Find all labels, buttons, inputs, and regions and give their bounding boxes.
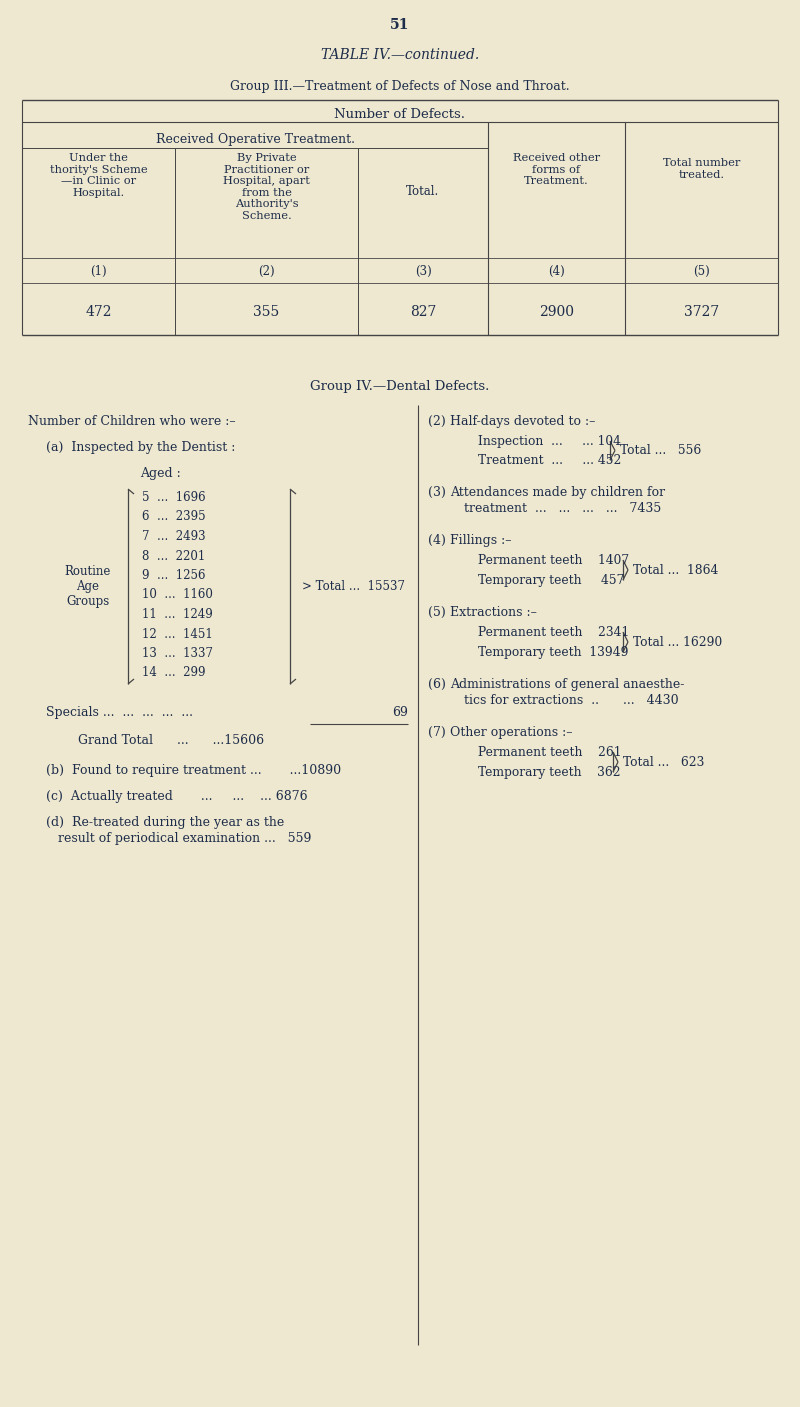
Text: (c)  Actually treated       ...     ...    ... 6876: (c) Actually treated ... ... ... 6876 [46, 789, 308, 803]
Text: 8  ...  2201: 8 ... 2201 [142, 550, 206, 563]
Text: 2900: 2900 [539, 305, 574, 319]
Text: (1): (1) [90, 265, 107, 279]
Text: Under the
thority's Scheme
—in Clinic or
Hospital.: Under the thority's Scheme —in Clinic or… [50, 153, 147, 198]
Text: (4): (4) [548, 265, 565, 279]
Text: 11  ...  1249: 11 ... 1249 [142, 608, 213, 620]
Text: 69: 69 [392, 706, 408, 719]
Text: Specials ...  ...  ...  ...  ...: Specials ... ... ... ... ... [46, 706, 193, 719]
Text: 10  ...  1160: 10 ... 1160 [142, 588, 213, 602]
Text: Treatment  ...     ... 452: Treatment ... ... 452 [478, 454, 622, 467]
Text: Number of Children who were :–: Number of Children who were :– [28, 415, 236, 428]
Text: Permanent teeth    2341: Permanent teeth 2341 [478, 626, 630, 639]
Text: Total ... 16290: Total ... 16290 [633, 636, 722, 649]
Text: Fillings :–: Fillings :– [450, 535, 511, 547]
Text: Other operations :–: Other operations :– [450, 726, 573, 739]
Text: Total.: Total. [406, 184, 440, 198]
Text: treatment  ...   ...   ...   ...   7435: treatment ... ... ... ... 7435 [464, 502, 662, 515]
Text: Temporary teeth    362: Temporary teeth 362 [478, 765, 621, 779]
Text: 3727: 3727 [684, 305, 719, 319]
Text: result of periodical examination ...   559: result of periodical examination ... 559 [58, 832, 311, 846]
Text: 13  ...  1337: 13 ... 1337 [142, 647, 213, 660]
Text: Extractions :–: Extractions :– [450, 606, 537, 619]
Text: By Private
Practitioner or
Hospital, apart
from the
Authority's
Scheme.: By Private Practitioner or Hospital, apa… [223, 153, 310, 221]
Text: 827: 827 [410, 305, 436, 319]
Text: Aged :: Aged : [140, 467, 180, 480]
Text: (5): (5) [428, 606, 446, 619]
Text: (b)  Found to require treatment ...       ...10890: (b) Found to require treatment ... ...10… [46, 764, 341, 777]
Text: (7): (7) [428, 726, 446, 739]
Text: Total number
treated.: Total number treated. [663, 158, 740, 180]
Text: Number of Defects.: Number of Defects. [334, 108, 466, 121]
Text: Total ...   556: Total ... 556 [620, 445, 702, 457]
Text: (3): (3) [414, 265, 431, 279]
Text: Group IV.—Dental Defects.: Group IV.—Dental Defects. [310, 380, 490, 393]
Text: Grand Total      ...      ...15606: Grand Total ... ...15606 [78, 734, 264, 747]
Text: Temporary teeth     457: Temporary teeth 457 [478, 574, 624, 587]
Text: (6): (6) [428, 678, 446, 691]
Text: Permanent teeth    1407: Permanent teeth 1407 [478, 554, 629, 567]
Text: Total ...   623: Total ... 623 [623, 756, 704, 768]
Text: TABLE IV.—continued.: TABLE IV.—continued. [321, 48, 479, 62]
Text: (2): (2) [428, 415, 446, 428]
Text: (5): (5) [693, 265, 710, 279]
Text: 9  ...  1256: 9 ... 1256 [142, 568, 206, 582]
Text: 355: 355 [254, 305, 280, 319]
Text: 51: 51 [390, 18, 410, 32]
Text: 6  ...  2395: 6 ... 2395 [142, 511, 206, 523]
Text: 7  ...  2493: 7 ... 2493 [142, 530, 206, 543]
Text: 472: 472 [86, 305, 112, 319]
Text: Permanent teeth    261: Permanent teeth 261 [478, 746, 622, 758]
Text: (2): (2) [258, 265, 275, 279]
Text: 12  ...  1451: 12 ... 1451 [142, 628, 213, 640]
Text: (d)  Re-treated during the year as the: (d) Re-treated during the year as the [46, 816, 284, 829]
Text: Administrations of general anaesthe-: Administrations of general anaesthe- [450, 678, 684, 691]
Text: Received other
forms of
Treatment.: Received other forms of Treatment. [513, 153, 600, 186]
Text: tics for extractions  ..      ...   4430: tics for extractions .. ... 4430 [464, 694, 678, 706]
Text: 14  ...  299: 14 ... 299 [142, 667, 206, 680]
Text: > Total ...  15537: > Total ... 15537 [302, 580, 405, 592]
Text: Inspection  ...     ... 104: Inspection ... ... 104 [478, 435, 621, 447]
Text: Total ...  1864: Total ... 1864 [633, 563, 718, 577]
Text: (3): (3) [428, 485, 446, 499]
Text: 5  ...  1696: 5 ... 1696 [142, 491, 206, 504]
Text: Received Operative Treatment.: Received Operative Treatment. [155, 134, 354, 146]
Text: Attendances made by children for: Attendances made by children for [450, 485, 665, 499]
Text: Routine
Age
Groups: Routine Age Groups [65, 566, 111, 608]
Text: (4): (4) [428, 535, 446, 547]
Text: Group III.—Treatment of Defects of Nose and Throat.: Group III.—Treatment of Defects of Nose … [230, 80, 570, 93]
Text: Temporary teeth  13949: Temporary teeth 13949 [478, 646, 629, 658]
Text: Half-days devoted to :–: Half-days devoted to :– [450, 415, 595, 428]
Text: (a)  Inspected by the Dentist :: (a) Inspected by the Dentist : [46, 440, 235, 454]
